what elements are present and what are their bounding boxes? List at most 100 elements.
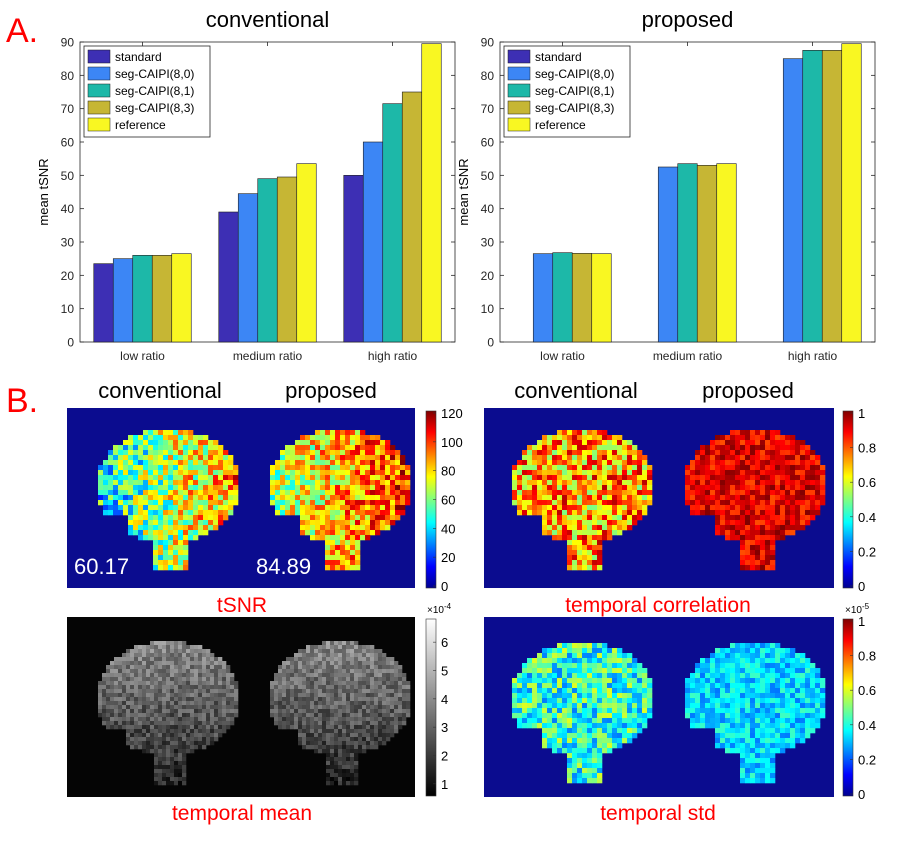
map-pixel bbox=[346, 641, 350, 645]
map-pixel bbox=[537, 485, 542, 490]
map-pixel bbox=[775, 495, 780, 500]
map-pixel bbox=[720, 475, 725, 480]
map-pixel bbox=[98, 500, 103, 505]
map-pixel bbox=[182, 697, 186, 701]
map-pixel bbox=[203, 530, 208, 535]
map-pixel bbox=[146, 721, 150, 725]
map-pixel bbox=[218, 673, 222, 677]
map-pixel bbox=[750, 550, 755, 555]
map-pixel bbox=[760, 520, 765, 525]
map-pixel bbox=[122, 657, 126, 661]
map-pixel bbox=[715, 683, 720, 688]
map-pixel bbox=[355, 465, 360, 470]
map-pixel bbox=[765, 550, 770, 555]
map-pixel bbox=[735, 698, 740, 703]
map-pixel bbox=[330, 565, 335, 570]
map-pixel bbox=[213, 465, 218, 470]
map-pixel bbox=[158, 535, 163, 540]
map-pixel bbox=[162, 777, 166, 781]
map-pixel bbox=[330, 510, 335, 515]
map-pixel bbox=[358, 661, 362, 665]
map-pixel bbox=[118, 701, 122, 705]
map-pixel bbox=[146, 661, 150, 665]
map-pixel bbox=[300, 520, 305, 525]
map-pixel bbox=[562, 738, 567, 743]
map-pixel bbox=[398, 725, 402, 729]
map-pixel bbox=[320, 445, 325, 450]
map-pixel bbox=[318, 733, 322, 737]
map-pixel bbox=[320, 520, 325, 525]
map-pixel bbox=[385, 455, 390, 460]
colorbar-tick-label: 120 bbox=[441, 406, 463, 421]
map-pixel bbox=[154, 657, 158, 661]
map-pixel bbox=[170, 669, 174, 673]
map-pixel bbox=[547, 530, 552, 535]
map-pixel bbox=[306, 709, 310, 713]
map-pixel bbox=[214, 713, 218, 717]
map-pixel bbox=[354, 689, 358, 693]
map-pixel bbox=[350, 510, 355, 515]
map-pixel bbox=[150, 689, 154, 693]
map-pixel bbox=[398, 685, 402, 689]
map-pixel bbox=[710, 698, 715, 703]
map-pixel bbox=[547, 465, 552, 470]
map-pixel bbox=[582, 480, 587, 485]
map-pixel bbox=[542, 435, 547, 440]
map-pixel bbox=[592, 555, 597, 560]
map-pixel bbox=[582, 643, 587, 648]
map-pixel bbox=[380, 460, 385, 465]
map-pixel bbox=[138, 733, 142, 737]
map-pixel bbox=[158, 733, 162, 737]
map-pixel bbox=[320, 490, 325, 495]
map-pixel bbox=[158, 645, 162, 649]
map-pixel bbox=[765, 505, 770, 510]
map-pixel bbox=[210, 709, 214, 713]
map-pixel bbox=[198, 681, 202, 685]
map-pixel bbox=[270, 480, 275, 485]
map-pixel bbox=[335, 455, 340, 460]
map-pixel bbox=[552, 668, 557, 673]
map-pixel bbox=[790, 678, 795, 683]
map-pixel bbox=[173, 445, 178, 450]
map-pixel bbox=[795, 688, 800, 693]
map-pixel bbox=[106, 705, 110, 709]
map-pixel bbox=[170, 681, 174, 685]
map-pixel bbox=[166, 769, 170, 773]
map-pixel bbox=[102, 693, 106, 697]
map-pixel bbox=[587, 540, 592, 545]
map-pixel bbox=[380, 525, 385, 530]
map-pixel bbox=[142, 645, 146, 649]
map-pixel bbox=[154, 745, 158, 749]
map-pixel bbox=[318, 709, 322, 713]
map-pixel bbox=[366, 733, 370, 737]
map-pixel bbox=[203, 440, 208, 445]
colorbar-tick-label: 5 bbox=[441, 664, 448, 679]
map-pixel bbox=[597, 545, 602, 550]
map-pixel bbox=[597, 565, 602, 570]
map-pixel bbox=[622, 455, 627, 460]
map-pixel bbox=[532, 693, 537, 698]
map-pixel bbox=[134, 689, 138, 693]
map-pixel bbox=[325, 460, 330, 465]
x-tick-label: medium ratio bbox=[653, 349, 723, 363]
map-pixel bbox=[385, 485, 390, 490]
map-pixel bbox=[795, 668, 800, 673]
map-pixel bbox=[755, 480, 760, 485]
map-pixel bbox=[294, 661, 298, 665]
map-pixel bbox=[627, 713, 632, 718]
map-pixel bbox=[168, 490, 173, 495]
map-pixel bbox=[805, 485, 810, 490]
map-pixel bbox=[350, 665, 354, 669]
map-pixel bbox=[587, 778, 592, 783]
map-pixel bbox=[405, 480, 410, 485]
map-pixel bbox=[305, 480, 310, 485]
map-pixel bbox=[750, 500, 755, 505]
map-pixel bbox=[213, 440, 218, 445]
map-pixel bbox=[394, 701, 398, 705]
map-pixel bbox=[294, 717, 298, 721]
map-pixel bbox=[355, 485, 360, 490]
map-pixel bbox=[285, 455, 290, 460]
map-pixel bbox=[552, 738, 557, 743]
map-pixel bbox=[725, 495, 730, 500]
map-pixel bbox=[587, 738, 592, 743]
